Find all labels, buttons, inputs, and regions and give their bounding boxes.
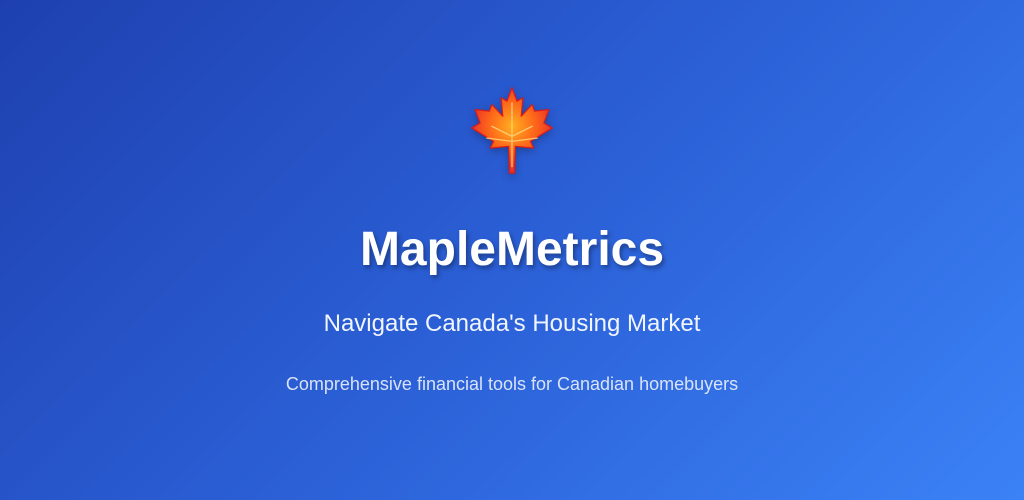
maple-leaf-icon: [470, 86, 554, 180]
hero-tagline: Comprehensive financial tools for Canadi…: [285, 374, 739, 394]
hero-subtitle: Navigate Canada's Housing Market: [323, 310, 701, 337]
app-title: MapleMetrics: [359, 223, 665, 276]
